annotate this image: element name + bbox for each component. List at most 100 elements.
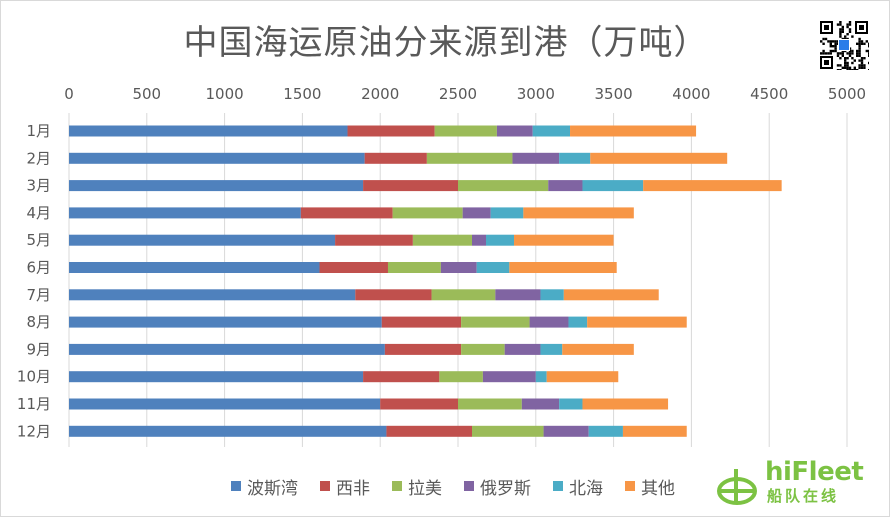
bar-segment	[570, 125, 697, 137]
bar-segment	[440, 262, 477, 273]
qr-module	[839, 28, 842, 31]
bar-segment	[364, 152, 427, 164]
bar-segment	[300, 207, 393, 219]
qr-module	[829, 49, 832, 53]
qr-module	[848, 30, 852, 33]
qr-module	[822, 52, 825, 55]
y-tick-label: 2月	[26, 149, 51, 167]
qr-module	[851, 61, 854, 65]
qr-module	[860, 42, 864, 45]
qr-module	[841, 37, 844, 41]
qr-module	[851, 57, 854, 60]
qr-module	[844, 57, 847, 60]
qr-module	[863, 57, 866, 60]
qr-module	[839, 30, 842, 33]
bar-segment	[568, 316, 588, 328]
bar-segment	[69, 125, 348, 137]
qr-module	[858, 37, 861, 41]
bar-segment	[490, 207, 524, 219]
qr-module	[858, 66, 861, 69]
bar-segment	[472, 234, 487, 246]
qr-module	[836, 64, 840, 67]
qr-module	[844, 64, 847, 67]
qr-module	[858, 49, 861, 53]
legend-item: 俄罗斯	[464, 474, 531, 499]
qr-module	[846, 64, 849, 67]
bar-segment	[69, 398, 381, 410]
qr-module	[834, 47, 837, 50]
bar-segment	[548, 180, 583, 192]
y-tick-label: 4月	[26, 204, 51, 222]
qr-module	[841, 54, 844, 57]
bar-segment	[384, 343, 462, 355]
bar-segment	[461, 316, 530, 328]
qr-module	[836, 69, 840, 70]
legend-swatch	[553, 481, 563, 491]
qr-module	[832, 49, 835, 53]
bar-segment	[335, 234, 413, 246]
bar-segment	[458, 180, 549, 192]
qr-module	[865, 49, 868, 53]
qr-module	[848, 66, 852, 69]
qr-module	[839, 33, 842, 36]
qr-module	[863, 42, 866, 45]
qr-module	[848, 69, 852, 70]
qr-module	[841, 30, 844, 33]
qr-module	[856, 42, 859, 45]
qr-module	[834, 40, 837, 43]
qr-module	[834, 45, 837, 48]
qr-module	[836, 52, 840, 55]
qr-module	[846, 23, 849, 26]
bar-segment	[69, 152, 365, 164]
bar-segment	[381, 316, 462, 328]
bar-segment	[540, 343, 563, 355]
y-tick-label: 6月	[26, 259, 51, 277]
bar-segment	[540, 289, 564, 301]
x-tick-label: 2000	[361, 85, 399, 103]
bar-segment	[363, 371, 440, 383]
qr-module	[865, 40, 868, 43]
qr-module	[856, 52, 859, 55]
qr-module	[868, 52, 869, 55]
qr-module	[836, 54, 840, 57]
bar-segment	[69, 207, 301, 219]
x-tick-label: 1500	[283, 85, 321, 103]
bar-segment	[563, 289, 659, 301]
qr-module	[829, 45, 832, 48]
legend-label: 俄罗斯	[480, 478, 531, 499]
qr-module	[846, 52, 849, 55]
bar-segment	[69, 343, 385, 355]
qr-module	[834, 42, 837, 45]
bar-segment	[69, 371, 364, 383]
qr-module	[858, 64, 861, 67]
legend-item: 波斯湾	[231, 474, 298, 499]
qr-module	[839, 57, 842, 60]
logo-subtitle: 船队在线	[767, 487, 840, 505]
legend-label: 北海	[569, 478, 603, 499]
bar-segment	[69, 425, 387, 437]
qr-module	[868, 42, 869, 45]
x-tick-label: 500	[132, 85, 161, 103]
hifleet-logo: hiFleet 船队在线	[713, 457, 864, 505]
qr-module	[844, 66, 847, 69]
qr-module	[868, 69, 869, 70]
legend-swatch	[625, 481, 635, 491]
bar-segment	[590, 152, 728, 164]
qr-module	[832, 40, 835, 43]
qr-module	[839, 64, 842, 67]
qr-module	[844, 37, 847, 41]
bar-segment	[386, 425, 473, 437]
qr-module	[822, 49, 825, 53]
qr-module	[859, 25, 864, 30]
qr-module	[836, 23, 840, 26]
qr-module	[841, 52, 844, 55]
qr-module	[848, 23, 852, 26]
bar-segment	[462, 207, 491, 219]
bar-segment	[504, 343, 541, 355]
qr-module	[824, 37, 828, 41]
bar-segment	[562, 343, 634, 355]
x-tick-label: 3500	[595, 85, 633, 103]
y-tick-label: 7月	[26, 286, 51, 304]
bar-segment	[532, 125, 571, 137]
bar-segment	[587, 316, 687, 328]
